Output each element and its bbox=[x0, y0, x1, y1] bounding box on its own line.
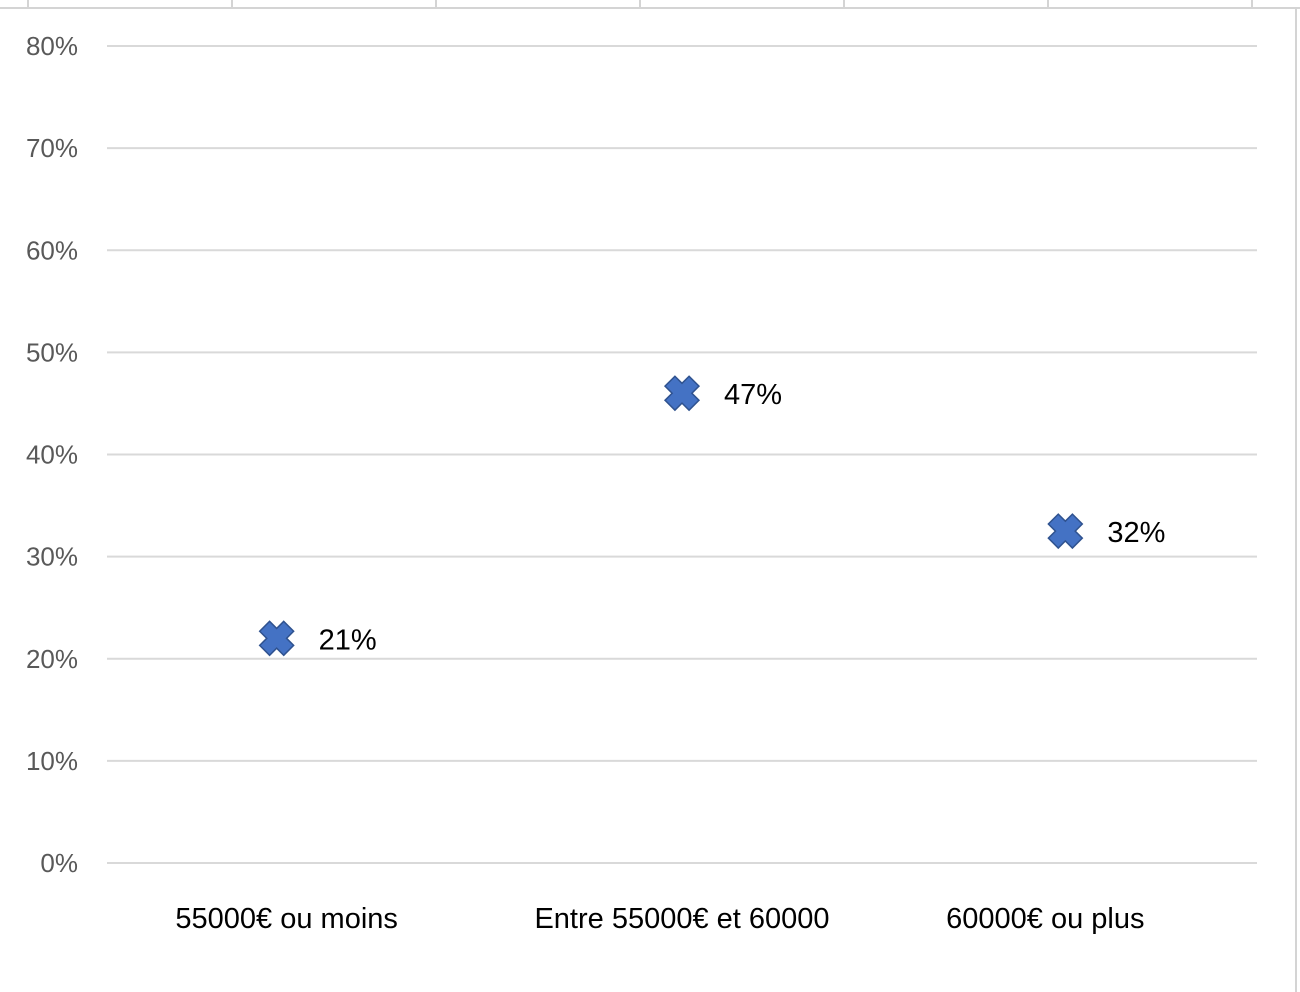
x-tick-label: Entre 55000€ et 60000 bbox=[534, 903, 829, 935]
data-label: 47% bbox=[724, 379, 782, 411]
y-axis-ticks: 0% 10% 20% 30% 40% 50% 60% 70% 80% bbox=[26, 31, 78, 878]
data-markers bbox=[258, 375, 1084, 657]
x-tick-label: 60000€ ou plus bbox=[946, 903, 1144, 935]
y-tick-label: 30% bbox=[26, 542, 78, 572]
x-tick-label: 55000€ ou moins bbox=[175, 903, 398, 935]
data-label: 32% bbox=[1107, 517, 1165, 549]
x-axis-ticks: 55000€ ou moins Entre 55000€ et 60000 6000… bbox=[175, 903, 1144, 935]
y-tick-label: 0% bbox=[40, 848, 78, 878]
y-tick-label: 50% bbox=[26, 337, 78, 367]
gridlines bbox=[107, 45, 1257, 864]
data-point-marker bbox=[1047, 513, 1084, 550]
y-tick-label: 70% bbox=[26, 133, 78, 163]
data-point-marker bbox=[663, 375, 701, 412]
y-tick-label: 10% bbox=[26, 746, 78, 776]
y-tick-label: 60% bbox=[26, 235, 78, 265]
y-tick-label: 20% bbox=[26, 644, 78, 674]
data-point-marker bbox=[258, 620, 295, 657]
y-tick-label: 40% bbox=[26, 440, 78, 470]
y-tick-label: 80% bbox=[26, 31, 78, 61]
data-labels: 21% 47% 32% bbox=[319, 379, 1166, 656]
data-label: 21% bbox=[319, 624, 377, 656]
